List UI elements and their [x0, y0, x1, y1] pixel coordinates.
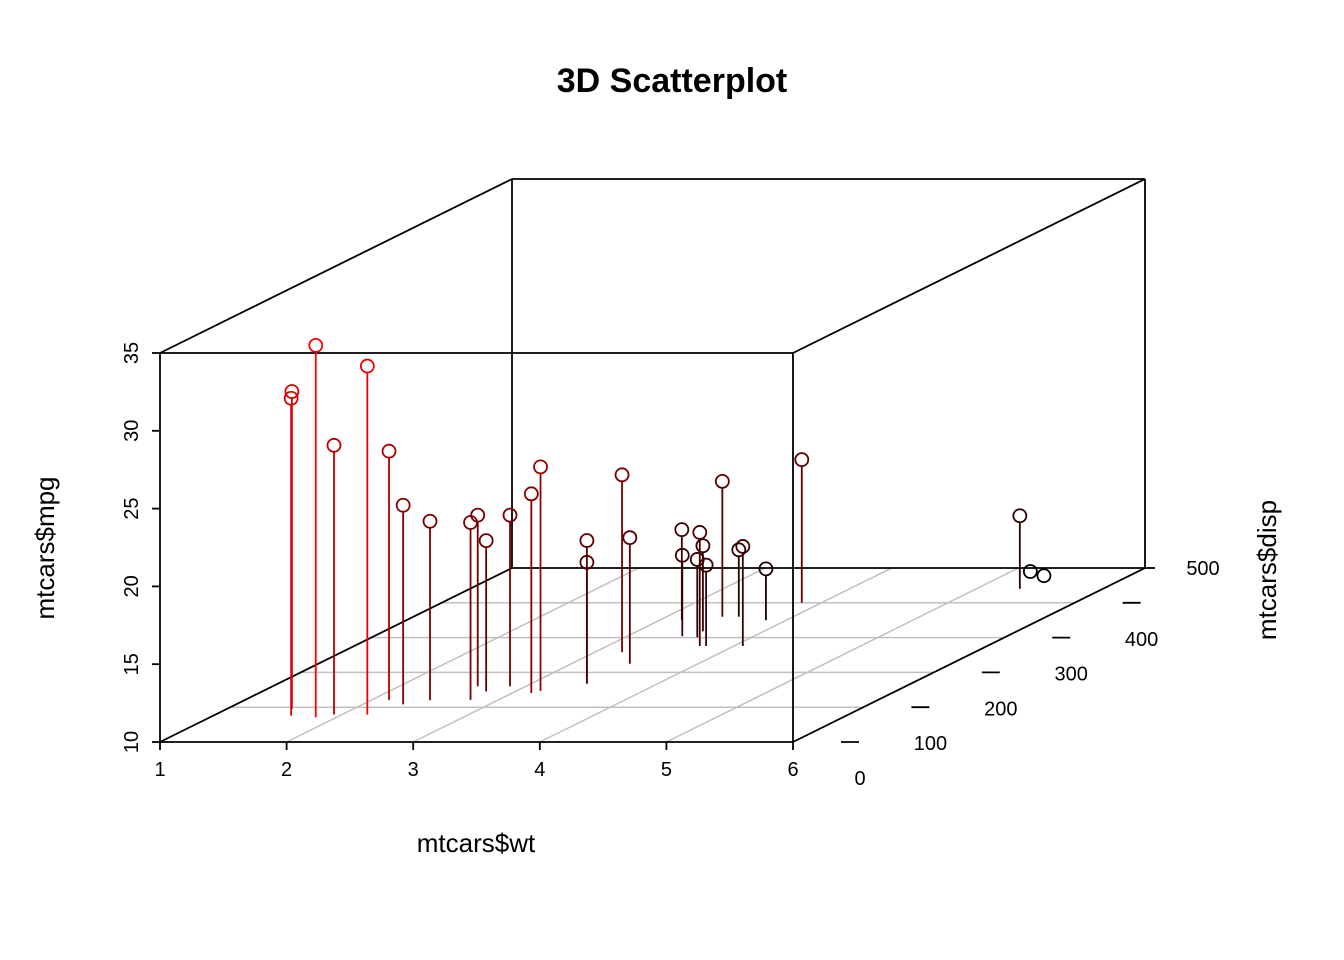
x-axis-title: mtcars$wt — [417, 828, 536, 858]
data-point — [422, 513, 438, 529]
z-axis-tick-label: 10 — [121, 731, 143, 753]
z-axis-title: mtcars$mpg — [30, 476, 60, 619]
z-axis-tick-label: 15 — [121, 653, 143, 675]
data-point — [714, 473, 730, 489]
data-point — [698, 557, 714, 573]
x-axis-tick-label: 4 — [534, 759, 545, 781]
z-axis-tick-label: 35 — [121, 342, 143, 364]
x-axis-tick-label: 5 — [661, 759, 672, 781]
data-point — [692, 525, 708, 540]
data-point — [533, 459, 548, 475]
data-point — [794, 452, 810, 468]
data-point — [674, 522, 690, 538]
y-axis-tick-label: 100 — [914, 733, 947, 755]
grid-lines — [230, 567, 1075, 743]
data-point — [359, 358, 375, 374]
data-point — [622, 530, 638, 546]
data-point — [731, 542, 747, 558]
data-point — [1012, 508, 1028, 524]
x-axis-tick-label: 1 — [154, 759, 165, 781]
box-edge — [159, 178, 513, 354]
data-point — [735, 539, 751, 554]
data-point — [284, 384, 300, 399]
box-edge — [792, 178, 1146, 354]
chart-title: 3D Scatterplot — [557, 62, 788, 100]
data-point — [579, 533, 595, 548]
x-axis-tick-label: 2 — [281, 759, 292, 781]
z-axis-tick-label: 25 — [121, 497, 143, 519]
data-point — [395, 497, 411, 513]
data-point — [1022, 564, 1038, 579]
data-point — [758, 561, 774, 577]
data-point — [326, 437, 342, 453]
data-point — [283, 390, 299, 406]
data-point — [1036, 568, 1052, 584]
floor-grid-line — [539, 567, 893, 743]
axis-ticks: 1 2 3 4 5 6 10 15 20 25 30 35 0 100 200 300 400 500 — [121, 342, 1220, 790]
y-axis-tick-label: 300 — [1055, 664, 1088, 686]
data-point — [674, 547, 690, 563]
y-axis-tick-label: 0 — [854, 768, 865, 790]
data-points — [283, 337, 1052, 718]
data-point — [523, 486, 539, 502]
box-edge — [792, 567, 1146, 743]
y-axis-tick-label: 500 — [1186, 558, 1219, 580]
box-edge — [159, 567, 513, 743]
data-point — [695, 538, 711, 554]
data-point — [579, 554, 595, 570]
data-point — [502, 507, 518, 523]
y-axis-tick-label: 400 — [1125, 629, 1158, 651]
floor-grid-line — [286, 567, 639, 743]
x-axis-tick-label: 3 — [408, 759, 419, 781]
floor-grid-line — [666, 567, 1019, 743]
plot-box — [159, 178, 1146, 743]
z-axis-tick-label: 30 — [121, 420, 143, 442]
z-axis-tick-label: 20 — [121, 575, 143, 597]
floor-grid-line — [412, 567, 766, 743]
data-point — [463, 515, 478, 530]
data-point — [381, 443, 397, 459]
data-point — [614, 467, 630, 483]
data-point — [308, 337, 324, 353]
y-axis-title: mtcars$disp — [1252, 500, 1282, 640]
x-axis-tick-label: 6 — [787, 759, 798, 781]
data-point — [478, 533, 494, 549]
y-axis-tick-label: 200 — [984, 698, 1017, 720]
data-point — [470, 507, 486, 523]
